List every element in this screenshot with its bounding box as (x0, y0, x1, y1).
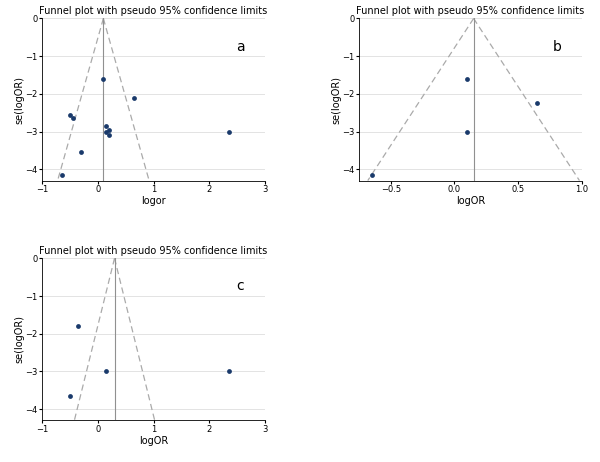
Point (533, 100, 542, 107)
Text: a: a (236, 40, 245, 54)
X-axis label: logor: logor (141, 196, 166, 207)
X-axis label: logOR: logOR (139, 437, 168, 446)
Point (463, 128, 472, 135)
Y-axis label: se(logOR): se(logOR) (14, 316, 24, 364)
Point (76, 149, 86, 156)
Title: Funnel plot with pseudo 95% confidence limits: Funnel plot with pseudo 95% confidence l… (40, 246, 268, 256)
X-axis label: logOR: logOR (456, 196, 485, 207)
Point (65, 111, 74, 118)
Point (65, 392, 74, 400)
Point (101, 122, 111, 130)
Point (73, 322, 83, 330)
Point (57, 171, 67, 179)
Point (101, 128, 111, 135)
Point (463, 75, 472, 83)
Point (101, 368, 111, 375)
Text: b: b (553, 40, 562, 54)
Point (104, 126, 114, 134)
Title: Funnel plot with pseudo 95% confidence limits: Funnel plot with pseudo 95% confidence l… (40, 6, 268, 16)
Title: Funnel plot with pseudo 95% confidence limits: Funnel plot with pseudo 95% confidence l… (356, 6, 584, 16)
Point (224, 128, 233, 135)
Y-axis label: se(logOR): se(logOR) (14, 75, 24, 123)
Y-axis label: se(logOR): se(logOR) (331, 75, 341, 123)
Point (224, 368, 233, 375)
Point (129, 94, 139, 101)
Point (104, 132, 114, 139)
Point (98, 75, 108, 83)
Text: c: c (236, 280, 244, 293)
Point (68, 115, 77, 122)
Point (367, 171, 376, 179)
